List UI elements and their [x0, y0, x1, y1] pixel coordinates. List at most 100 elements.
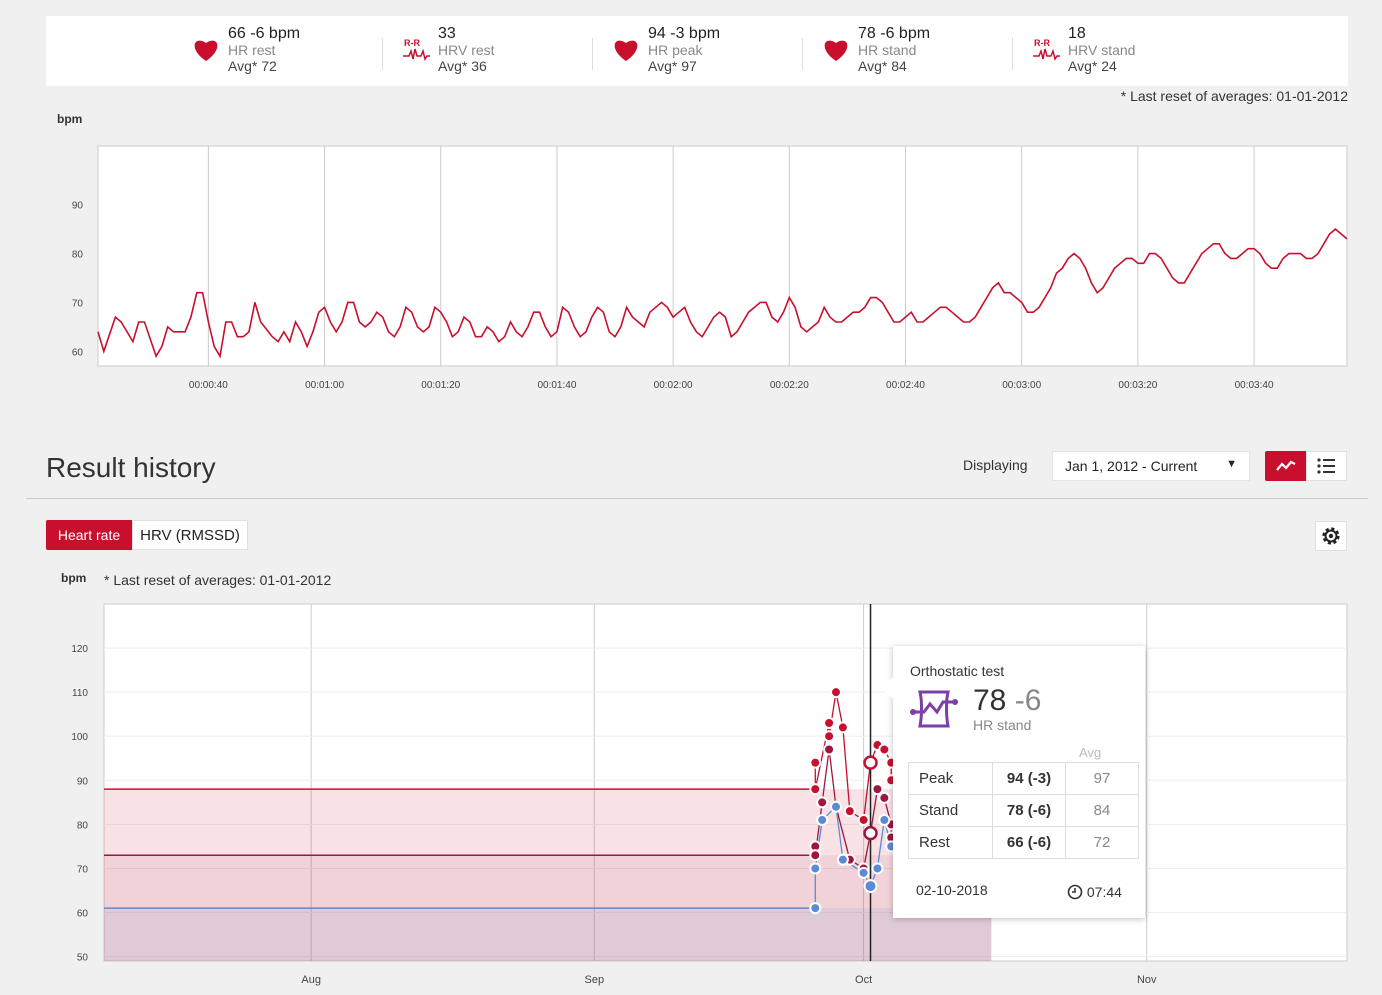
hr-plot-area: [97, 145, 1348, 367]
peak-avg-band: [104, 789, 992, 961]
clock-icon: [1067, 884, 1083, 900]
highlight-stand-point: [863, 825, 878, 841]
stand-series-point: [823, 743, 836, 756]
orthostatic-test-icon: [910, 690, 958, 728]
peak-series-point: [878, 743, 891, 756]
y-tick-label: 60: [77, 909, 89, 920]
peak-series-point: [823, 717, 836, 729]
peak-series-point: [829, 686, 842, 699]
section-divider: [26, 498, 1368, 499]
rest-series-point: [836, 853, 849, 866]
rest-series-point: [829, 800, 842, 813]
rest-series-point: [816, 813, 829, 826]
graph-view-button[interactable]: [1265, 451, 1306, 481]
tooltip-subtitle: HR stand: [973, 717, 1032, 733]
stand-series-point: [809, 849, 822, 862]
rest-series-point: [809, 862, 822, 875]
summary-bar: 66 -6 bpm HR rest Avg* 72 R-R 33 HRV res…: [46, 16, 1348, 86]
rest-series-point: [878, 813, 891, 826]
tooltip-title: Orthostatic test: [910, 663, 1005, 679]
date-range-select[interactable]: Jan 1, 2012 - Current ▼: [1052, 451, 1250, 481]
averages-reset-note: * Last reset of averages: 01-01-2012: [1120, 88, 1348, 104]
x-tick-label: 00:01:20: [421, 380, 460, 391]
metric-avg: Avg* 72: [228, 58, 277, 74]
y-tick-label: 110: [72, 688, 88, 699]
peak-series-point: [836, 721, 849, 734]
table-row: Peak 94 (-3) 97: [908, 762, 1139, 795]
history-reset-note: * Last reset of averages: 01-01-2012: [104, 572, 332, 588]
row-avg: 97: [1065, 762, 1139, 795]
rest-avg-band: [104, 908, 992, 961]
page-title: Result history: [46, 452, 216, 483]
trend-line-icon: [1276, 460, 1296, 471]
heart-icon: [194, 40, 218, 61]
x-tick-label: Aug: [301, 974, 321, 986]
row-label: Peak: [908, 762, 993, 795]
x-tick-label: Oct: [855, 974, 872, 986]
peak-series-point: [809, 756, 822, 769]
peak-series-point: [809, 783, 822, 796]
y-tick-label: 80: [77, 820, 89, 831]
row-label: Stand: [908, 794, 993, 827]
y-tick-label: 60: [72, 347, 84, 358]
y-tick-label: 90: [72, 201, 84, 212]
divider: [592, 38, 593, 70]
metric-value: 94 -3 bpm: [648, 25, 721, 42]
rest-series-point: [871, 862, 884, 875]
peak-series-point: [823, 730, 836, 743]
settings-button[interactable]: [1315, 521, 1347, 551]
displaying-label: Displaying: [963, 457, 1028, 473]
x-tick-label: 00:02:20: [770, 380, 809, 391]
tooltip-delta: -6: [1014, 684, 1042, 717]
metric-label: HRV rest: [438, 42, 495, 58]
metric-label: HRV stand: [1068, 42, 1136, 58]
gear-icon: [1322, 527, 1340, 545]
peak-series-point: [843, 805, 856, 818]
rest-series-point: [857, 866, 870, 879]
stand-series-point: [871, 783, 884, 796]
x-tick-label: 00:03:00: [1002, 380, 1041, 391]
metric-avg: Avg* 97: [648, 58, 697, 74]
rr-icon-text: R-R: [1034, 38, 1050, 48]
row-value: 78 (-6): [992, 794, 1066, 827]
metric-value: 66 -6 bpm: [228, 25, 301, 42]
rr-icon-text: R-R: [404, 38, 420, 48]
y-tick-label: 90: [77, 776, 89, 787]
hr-chart: 00:00:40 00:01:00 00:01:20 00:01:40 00:02:00…: [72, 145, 1348, 391]
rr-icon: R-R: [1033, 38, 1060, 61]
highlight-peak-point: [863, 755, 878, 770]
highlight-rest-point: [863, 879, 878, 894]
x-tick-label: 00:00:40: [189, 380, 228, 391]
row-value: 66 (-6): [992, 826, 1066, 859]
divider: [1012, 38, 1013, 70]
metric-label: HR stand: [858, 42, 917, 58]
metric-avg: Avg* 36: [438, 58, 487, 74]
x-tick-label: 00:01:40: [537, 380, 576, 391]
y-tick-label: 100: [71, 732, 88, 743]
tab-hrv-rmssd[interactable]: HRV (RMSSD): [132, 520, 248, 550]
x-tick-label: 00:01:00: [305, 380, 344, 391]
list-view-button[interactable]: [1306, 451, 1347, 481]
hr-chart-unit: bpm: [57, 112, 83, 126]
tooltip-main-value: 78: [973, 684, 1007, 717]
date-range-value: Jan 1, 2012 - Current: [1065, 458, 1198, 474]
table-row: Stand 78 (-6) 84: [908, 794, 1139, 827]
y-tick-label: 70: [72, 298, 84, 309]
rr-icon: R-R: [403, 38, 430, 61]
metric-avg: Avg* 24: [1068, 58, 1117, 74]
result-tooltip: Orthostatic test 78 -6 HR stand Avg Peak…: [882, 646, 1145, 918]
tab-heart-rate[interactable]: Heart rate: [46, 520, 132, 550]
peak-series-point: [857, 813, 870, 826]
tooltip-value: 78 -6: [973, 684, 1041, 718]
metric-label: HR rest: [228, 42, 276, 58]
x-tick-label: 00:02:40: [886, 380, 925, 391]
divider: [802, 38, 803, 70]
heart-icon: [614, 40, 638, 61]
heart-icon: [824, 40, 848, 61]
stand-series-point: [816, 796, 829, 809]
tooltip-time-value: 07:44: [1086, 884, 1122, 900]
x-tick-label: 00:03:40: [1235, 380, 1274, 391]
x-tick-label: Sep: [585, 974, 605, 986]
tooltip-avg-header: Avg: [1079, 745, 1102, 760]
